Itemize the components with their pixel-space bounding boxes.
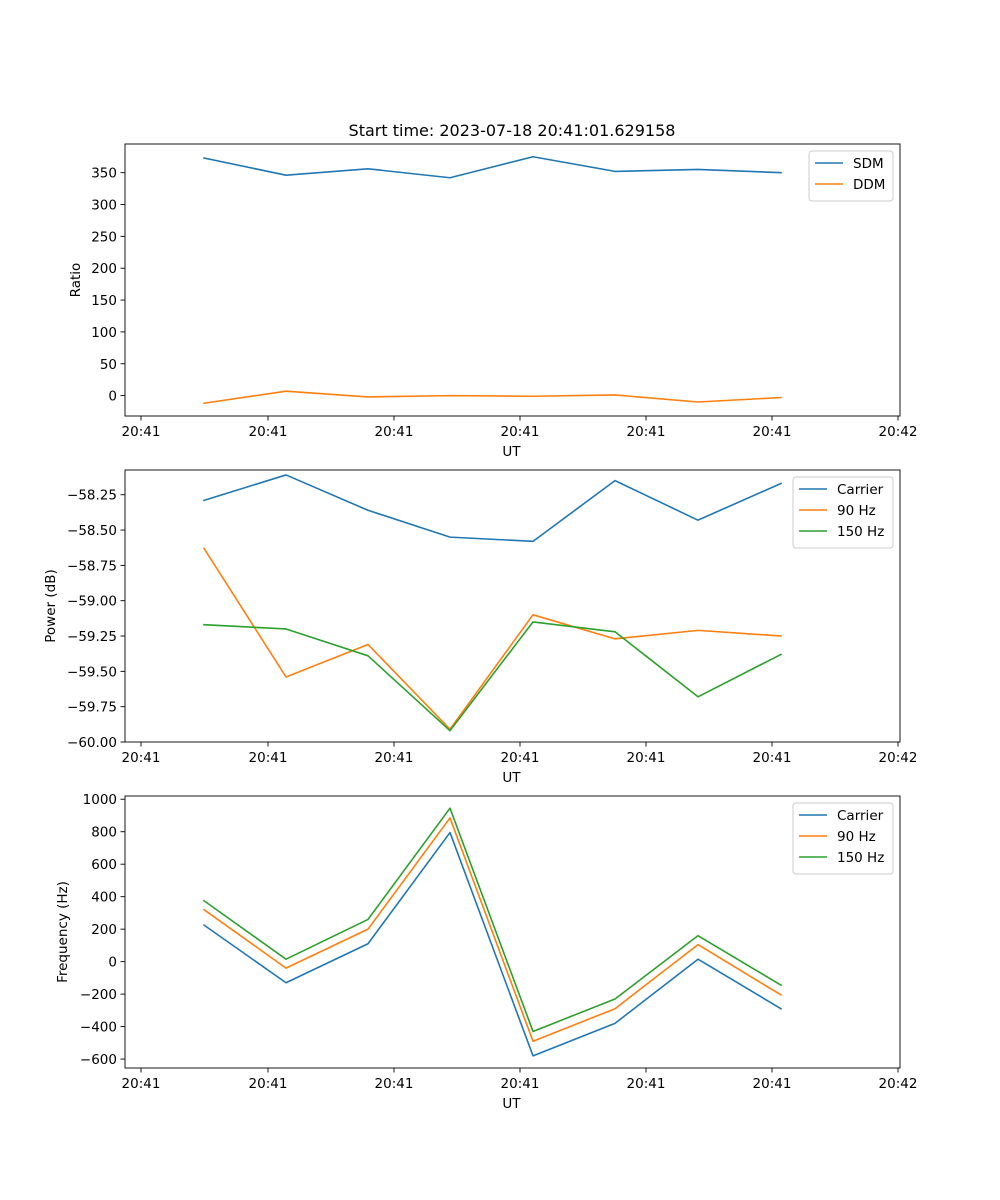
x-tick-label: 20:41	[122, 424, 161, 440]
x-tick-label: 20:41	[753, 1076, 792, 1092]
legend-label: DDM	[853, 177, 885, 193]
x-tick-label: 20:41	[501, 424, 540, 440]
legend-label: 150 Hz	[837, 850, 884, 866]
x-tick-label: 20:41	[249, 1076, 288, 1092]
x-tick-label: 20:41	[753, 424, 792, 440]
legend-label: Carrier	[837, 808, 884, 824]
series-line-90-hz	[202, 547, 782, 731]
legend-label: SDM	[853, 156, 884, 172]
subplot-2: 20:41 20:41 20:41 20:41 20:41 20:41 20:42 −60.0…	[43, 469, 918, 786]
y-tick-label: −59.00	[67, 594, 117, 610]
y-tick-label: −58.75	[67, 558, 117, 574]
axes-frame	[124, 469, 901, 743]
y-tick-label: 100	[91, 325, 117, 341]
legend-label: Carrier	[837, 482, 884, 498]
y-tick-label: −400	[80, 1020, 117, 1036]
x-tick-label: 20:42	[879, 1076, 918, 1092]
x-axis-label: UT	[502, 1096, 521, 1112]
series-line-carrier	[202, 474, 783, 543]
y-tick-label: 400	[91, 890, 117, 906]
x-tick-label: 20:41	[501, 1076, 540, 1092]
series-line-90-hz	[202, 817, 783, 1043]
y-tick-label: −59.50	[67, 664, 117, 680]
subplot-3: 20:41 20:41 20:41 20:41 20:41 20:41 20:42−600−…	[55, 792, 917, 1112]
subplots: 20:41 20:41 20:41 20:41 20:41 20:41 20:42 0 50 10…	[43, 143, 918, 1112]
axes-frame	[124, 795, 901, 1069]
y-tick-label: −60.00	[67, 735, 117, 751]
y-tick-label: 0	[108, 955, 117, 971]
x-axis-label: UT	[502, 444, 521, 460]
y-tick-label: 200	[91, 261, 117, 277]
y-tick-label: −59.75	[67, 700, 117, 716]
x-tick-label: 20:41	[627, 750, 666, 766]
y-axis-ticks: 0 50 100 150 200 250 300 350	[91, 166, 125, 405]
x-tick-label: 20:41	[627, 1076, 666, 1092]
y-tick-label: 250	[91, 229, 117, 245]
legend-label: 150 Hz	[837, 524, 884, 540]
y-tick-label: 50	[100, 357, 117, 373]
series-line-ddm	[203, 390, 782, 405]
x-tick-label: 20:41	[375, 424, 414, 440]
y-axis-label: Power (dB)	[43, 569, 59, 642]
y-axis-label: Ratio	[68, 263, 84, 298]
series-line-150-hz	[203, 621, 783, 732]
legend: Carrier 90 Hz 150 Hz	[792, 802, 894, 875]
x-tick-label: 20:42	[879, 424, 918, 440]
y-tick-label: 0	[108, 389, 117, 405]
y-tick-label: −58.50	[67, 523, 117, 539]
y-tick-label: 300	[91, 198, 117, 214]
y-tick-label: 350	[91, 166, 117, 182]
y-tick-label: 800	[91, 825, 117, 841]
x-tick-label: 20:41	[375, 1076, 414, 1092]
x-axis-label: UT	[502, 770, 521, 786]
legend: SDM DDM	[808, 150, 894, 202]
series-line-carrier	[202, 831, 783, 1057]
legend: Carrier 90 Hz 150 Hz	[792, 476, 894, 549]
y-tick-label: −200	[80, 987, 117, 1003]
x-axis-ticks: 20:41 20:41 20:41 20:41 20:41 20:41 20:42	[122, 416, 918, 440]
x-tick-label: 20:41	[122, 750, 161, 766]
x-tick-label: 20:41	[375, 750, 414, 766]
series-lines	[202, 474, 783, 732]
y-axis-ticks: −600 −400 −200 0 200 400 600 800 1000	[80, 792, 125, 1068]
axes-frame	[124, 143, 901, 417]
series-lines	[203, 155, 782, 405]
x-tick-label: 20:41	[501, 750, 540, 766]
y-tick-label: 150	[91, 293, 117, 309]
series-line-150-hz	[202, 807, 783, 1033]
legend-label: 90 Hz	[837, 829, 876, 845]
x-tick-label: 20:41	[753, 750, 792, 766]
y-axis-ticks: −60.00 −59.75 −59.50 −59.25 −59.00 −58.75 −58.…	[67, 488, 125, 751]
y-tick-label: 200	[91, 922, 117, 938]
x-tick-label: 20:41	[249, 424, 288, 440]
x-tick-label: 20:41	[249, 750, 288, 766]
y-axis-label: Frequency (Hz)	[55, 881, 71, 983]
subplot-1: 20:41 20:41 20:41 20:41 20:41 20:41 20:42 0 50 10…	[68, 143, 918, 460]
series-line-sdm	[203, 155, 782, 179]
y-tick-label: 600	[91, 857, 117, 873]
y-tick-label: −59.25	[67, 629, 117, 645]
x-tick-label: 20:41	[627, 424, 666, 440]
x-axis-ticks: 20:41 20:41 20:41 20:41 20:41 20:41 20:42	[122, 1068, 918, 1092]
y-tick-label: 1000	[83, 792, 117, 808]
x-tick-label: 20:42	[879, 750, 918, 766]
y-tick-label: −58.25	[67, 488, 117, 504]
x-tick-label: 20:41	[122, 1076, 161, 1092]
y-tick-label: −600	[80, 1052, 117, 1068]
x-axis-ticks: 20:41 20:41 20:41 20:41 20:41 20:41 20:42	[122, 742, 918, 766]
figure-title: Start time: 2023-07-18 20:41:01.629158	[349, 121, 676, 140]
series-lines	[202, 807, 783, 1057]
legend-label: 90 Hz	[837, 503, 876, 519]
